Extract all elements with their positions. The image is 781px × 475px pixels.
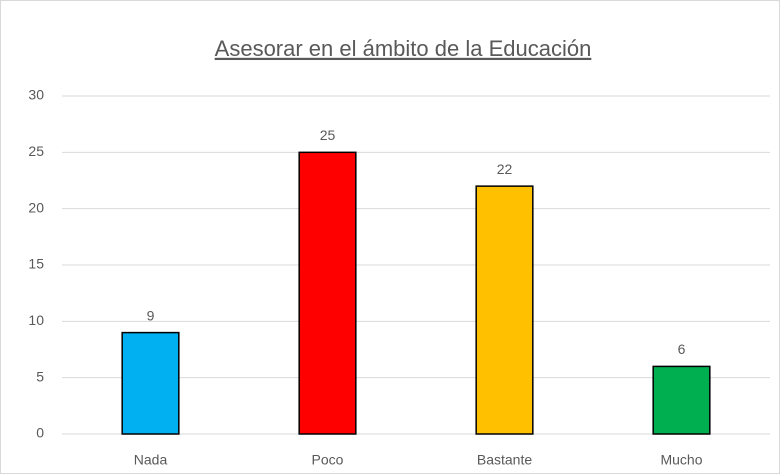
bar [298,151,357,435]
bar [652,365,711,435]
y-tick-label: 20 [28,199,44,215]
data-label: 9 [147,307,155,323]
y-tick-label: 15 [28,256,44,272]
y-tick-label: 30 [28,87,44,103]
bar [121,331,180,435]
x-tick-label: Nada [134,452,168,468]
x-tick-label: Mucho [660,452,702,468]
x-tick-label: Poco [312,452,344,468]
y-tick-label: 25 [28,143,44,159]
data-label: 22 [497,161,513,177]
x-tick-label: Bastante [477,452,532,468]
y-tick-label: 0 [36,425,44,441]
data-label: 25 [320,127,336,143]
y-tick-label: 5 [36,368,44,384]
data-label: 6 [678,341,686,357]
bar [475,185,534,435]
y-tick-label: 10 [28,312,44,328]
chart-title: Asesorar en el ámbito de la Educación [215,36,592,61]
